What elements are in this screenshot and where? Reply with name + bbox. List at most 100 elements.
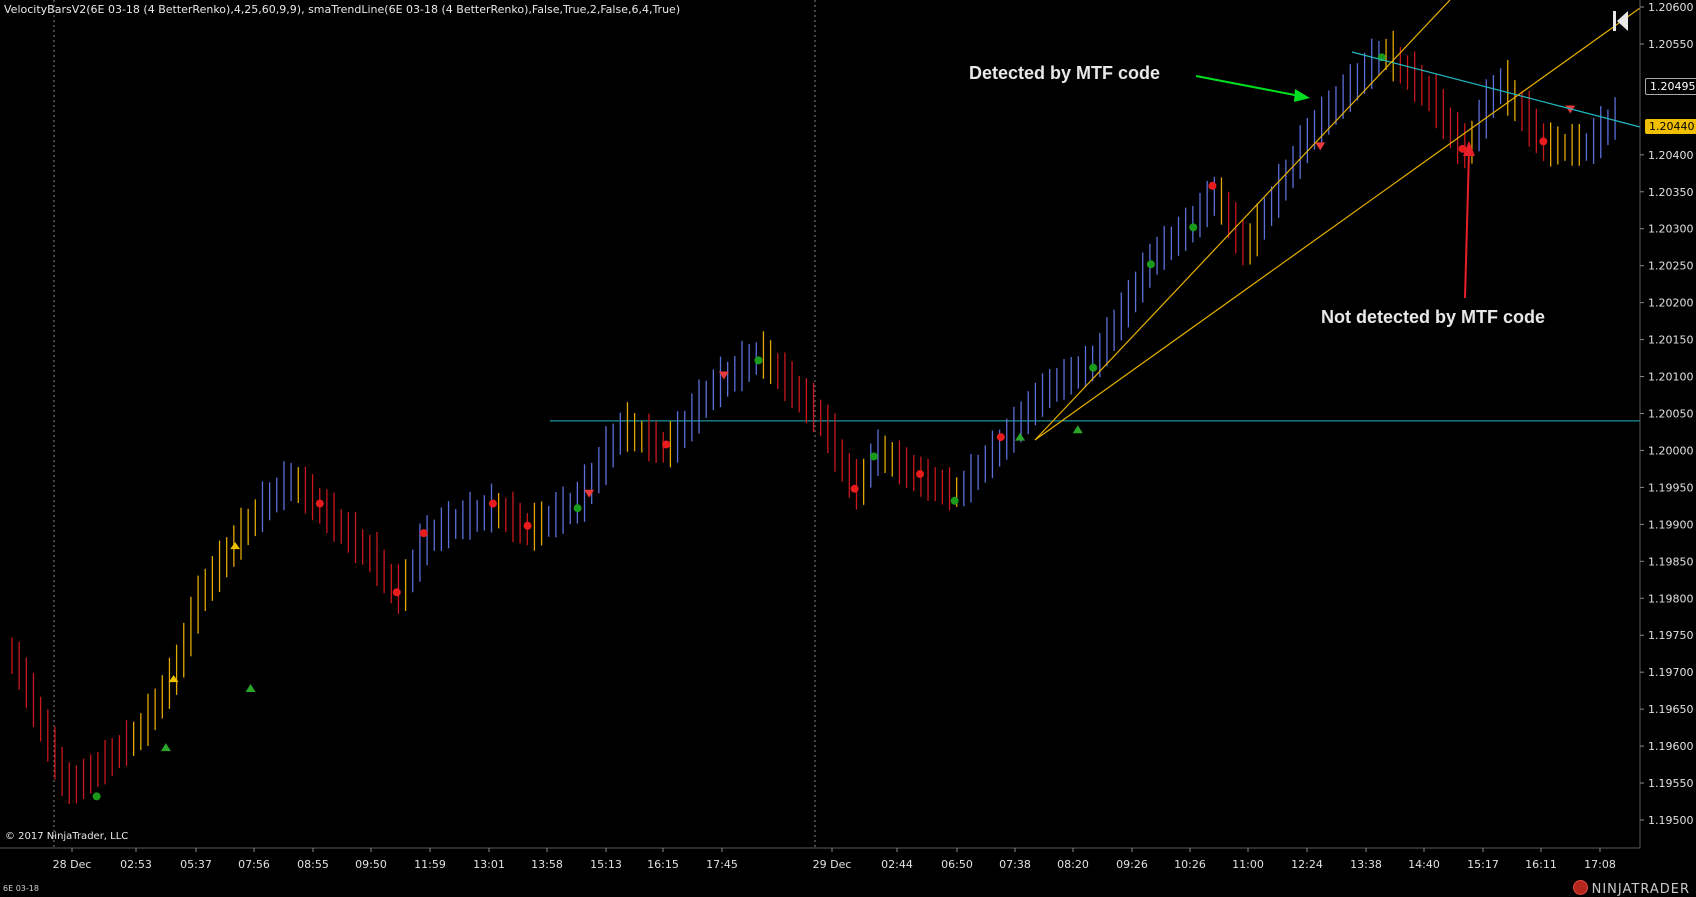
swing-low-dot — [1146, 260, 1155, 269]
y-tick-label: 1.20150 — [1648, 334, 1694, 347]
indicator-header: VelocityBarsV2(6E 03-18 (4 BetterRenko),… — [4, 3, 681, 16]
cyan-trend-line — [1351, 51, 1641, 128]
x-tick-label: 28 Dec — [53, 858, 92, 871]
x-tick-label: 17:45 — [706, 858, 738, 871]
axes: 1.20600 1.20550 1.20400 1.20350 1.20300 1.202… — [0, 0, 1694, 871]
x-tick-label: 13:38 — [1350, 858, 1382, 871]
x-tick-label: 13:58 — [531, 858, 563, 871]
signal-markers — [92, 53, 1576, 801]
x-tick-label: 13:01 — [473, 858, 505, 871]
x-tick-label: 10:26 — [1174, 858, 1206, 871]
y-tick-label: 1.19800 — [1648, 592, 1694, 605]
y-tick-label: 1.20400 — [1648, 149, 1694, 162]
annotation-not-detected: Not detected by MTF code — [1321, 307, 1546, 327]
signal-triangle — [1315, 142, 1326, 151]
swing-low-dot — [573, 504, 582, 513]
x-tick-label: 09:50 — [355, 858, 387, 871]
y-tick-label: 1.19650 — [1648, 703, 1694, 716]
y-tick-label: 1.19600 — [1648, 740, 1694, 753]
last-price-tag: 1.20495 — [1645, 78, 1696, 95]
signal-triangle — [718, 371, 729, 380]
swing-dot — [315, 499, 324, 508]
y-tick-label: 1.19500 — [1648, 814, 1694, 827]
y-tick-label: 1.19850 — [1648, 555, 1694, 568]
signal-triangle — [1015, 432, 1026, 441]
green-arrow-line — [1195, 75, 1301, 97]
swing-low-dot — [1189, 223, 1198, 232]
y-tick-label: 1.20050 — [1648, 408, 1694, 421]
x-tick-label: 07:56 — [238, 858, 270, 871]
x-tick-label: 29 Dec — [813, 858, 852, 871]
x-tick-label: 08:55 — [297, 858, 329, 871]
x-tick-label: 02:53 — [120, 858, 152, 871]
x-tick-label: 16:15 — [647, 858, 679, 871]
y-tick-label: 1.19950 — [1648, 481, 1694, 494]
swing-low-dot — [1089, 363, 1098, 372]
green-arrow-head — [1294, 89, 1310, 102]
x-tick-label: 16:11 — [1525, 858, 1557, 871]
gold-trend-line-2 — [1034, 7, 1641, 441]
swing-dot — [392, 588, 401, 597]
signal-triangle — [1565, 105, 1576, 114]
y-tick-label: 1.20200 — [1648, 297, 1694, 310]
trend-lines — [1034, 0, 1641, 441]
annotation-detected: Detected by MTF code — [969, 63, 1161, 83]
red-arrow-line — [1464, 151, 1470, 299]
y-tick-label: 1.20600 — [1648, 1, 1694, 14]
swing-dot — [996, 433, 1005, 442]
signal-triangle — [245, 683, 256, 692]
y-tick-label: 1.20350 — [1648, 186, 1694, 199]
signal-triangle — [1072, 425, 1083, 434]
swing-dot — [916, 470, 925, 479]
grid-lines — [53, 0, 816, 848]
swing-low-dot — [92, 792, 101, 801]
y-tick-label: 1.20100 — [1648, 371, 1694, 384]
swing-dot — [488, 499, 497, 508]
signal-triangle — [160, 743, 171, 752]
annotation-arrows — [1195, 75, 1475, 299]
y-tick-label: 1.19750 — [1648, 629, 1694, 642]
yellow-triangle — [168, 675, 179, 683]
signal-triangle — [584, 489, 595, 498]
x-tick-label: 17:08 — [1584, 858, 1616, 871]
x-tick-label: 02:44 — [881, 858, 913, 871]
red-arrow-head — [1463, 141, 1475, 156]
swing-low-dot — [754, 356, 763, 365]
swing-dot — [1539, 137, 1548, 146]
x-tick-label: 07:38 — [999, 858, 1031, 871]
marker-price-tag: 1.20440 — [1645, 119, 1696, 134]
x-tick-label: 06:50 — [941, 858, 973, 871]
swing-dot — [662, 440, 671, 449]
x-tick-label: 11:59 — [414, 858, 446, 871]
gold-trend-line-1 — [1034, 0, 1451, 441]
logo-icon — [1572, 880, 1588, 895]
x-tick-label: 15:13 — [590, 858, 622, 871]
x-tick-label: 05:37 — [180, 858, 212, 871]
renko-bars — [11, 30, 1616, 805]
swing-dot — [850, 484, 859, 493]
y-tick-label: 1.20550 — [1648, 38, 1694, 51]
x-tick-label: 08:20 — [1057, 858, 1089, 871]
yellow-triangle — [230, 542, 241, 550]
swing-dot — [523, 521, 532, 530]
y-tick-label: 1.20250 — [1648, 260, 1694, 273]
swing-low-dot — [869, 452, 878, 461]
x-tick-label: 11:00 — [1232, 858, 1264, 871]
scroll-to-end-icon[interactable] — [1610, 8, 1632, 34]
ninjatrader-logo: NINJATRADER — [1572, 880, 1690, 897]
symbol-label: 6E 03-18 — [3, 884, 39, 893]
y-tick-label: 1.20000 — [1648, 444, 1694, 457]
y-tick-label: 1.19550 — [1648, 777, 1694, 790]
swing-dot — [1458, 144, 1467, 153]
y-tick-label: 1.19700 — [1648, 666, 1694, 679]
y-tick-label: 1.19900 — [1648, 518, 1694, 531]
swing-dot — [1208, 181, 1217, 190]
x-tick-label: 09:26 — [1116, 858, 1148, 871]
x-tick-label: 14:40 — [1408, 858, 1440, 871]
swing-dot — [419, 529, 428, 538]
swing-low-dot — [950, 496, 959, 505]
copyright-text: © 2017 NinjaTrader, LLC — [5, 831, 129, 842]
brand-name: NINJATRADER — [1591, 882, 1690, 897]
